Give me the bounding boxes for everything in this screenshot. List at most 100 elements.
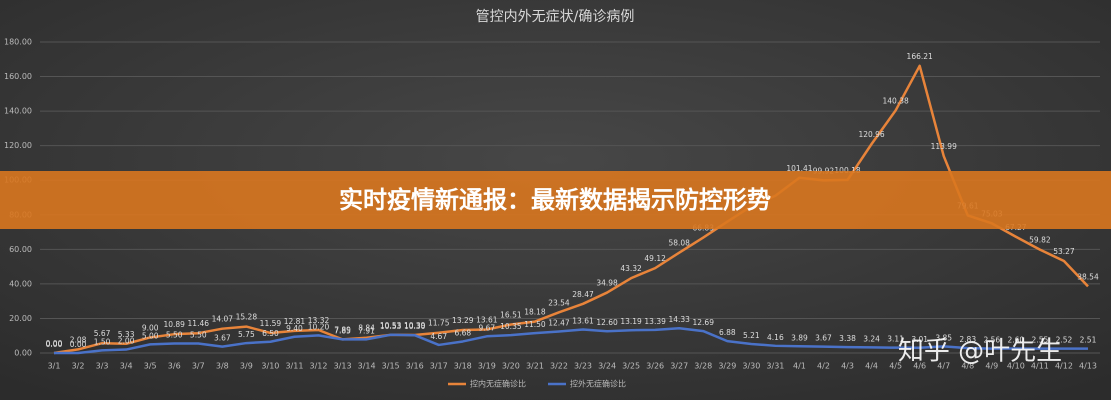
- data-label: 23.54: [548, 298, 570, 307]
- x-tick-label: 4/2: [817, 362, 830, 371]
- y-tick-label: 140.00: [4, 107, 32, 116]
- x-tick-label: 3/31: [766, 362, 784, 371]
- data-label: 3.38: [839, 334, 856, 343]
- x-tick-label: 3/11: [285, 362, 303, 371]
- data-label: 7.85: [334, 326, 351, 335]
- x-tick-label: 4/3: [841, 362, 854, 371]
- x-tick-label: 3/8: [216, 362, 229, 371]
- x-tick-label: 3/14: [358, 362, 376, 371]
- x-tick-label: 3/25: [622, 362, 640, 371]
- x-tick-label: 3/12: [310, 362, 328, 371]
- x-tick-label: 3/30: [742, 362, 760, 371]
- data-label: 2.60: [1008, 336, 1025, 345]
- data-label: 4.67: [430, 332, 447, 341]
- data-label: 13.39: [644, 317, 666, 326]
- data-label: 0.00: [46, 339, 63, 348]
- data-label: 53.27: [1053, 247, 1075, 256]
- data-label: 166.21: [907, 52, 933, 61]
- data-label: 10.35: [500, 322, 522, 331]
- data-label: 10.20: [308, 322, 330, 331]
- data-label: 113.99: [931, 142, 957, 151]
- data-label: 3.85: [935, 333, 952, 342]
- data-label: 11.50: [524, 320, 546, 329]
- x-tick-label: 4/12: [1055, 362, 1073, 371]
- data-label: 3.67: [815, 334, 832, 343]
- data-label: 2.08: [70, 335, 87, 344]
- x-tick-label: 3/20: [502, 362, 520, 371]
- data-label: 99.92: [813, 166, 835, 175]
- x-tick-label: 3/27: [670, 362, 688, 371]
- x-tick-label: 4/11: [1031, 362, 1049, 371]
- data-label: 10.39: [404, 321, 426, 330]
- data-label: 5.00: [142, 331, 159, 340]
- data-label: 18.18: [524, 308, 546, 317]
- x-tick-label: 4/8: [961, 362, 974, 371]
- data-label: 38.54: [1077, 272, 1099, 281]
- x-tick-label: 3/15: [382, 362, 400, 371]
- data-label: 10.89: [163, 320, 185, 329]
- x-tick-label: 4/9: [985, 362, 998, 371]
- data-label: 5.67: [94, 329, 111, 338]
- data-label: 10.53: [380, 322, 402, 331]
- data-label: 9.00: [142, 323, 159, 332]
- data-label: 28.47: [572, 290, 594, 299]
- chart-title: 管控内外无症状/确诊病例: [476, 9, 635, 25]
- data-label: 13.19: [620, 317, 642, 326]
- data-label: 11.59: [260, 319, 282, 328]
- y-tick-label: 120.00: [4, 141, 32, 150]
- data-label: 34.98: [596, 279, 618, 288]
- y-tick-label: 60.00: [9, 245, 32, 254]
- x-tick-label: 3/24: [598, 362, 616, 371]
- x-tick-label: 3/17: [430, 362, 448, 371]
- banner: [0, 171, 1111, 229]
- data-label: 9.40: [286, 324, 303, 333]
- data-label: 101.41: [786, 164, 812, 173]
- data-label: 2.51: [1080, 336, 1097, 345]
- data-label: 5.21: [743, 331, 760, 340]
- data-label: 3.11: [887, 335, 904, 344]
- data-label: 8.84: [358, 324, 375, 333]
- x-tick-label: 3/1: [48, 362, 61, 371]
- legend-label: 控内无症确诊比: [470, 379, 526, 389]
- y-tick-label: 180.00: [4, 38, 32, 47]
- data-label: 13.29: [452, 316, 474, 325]
- data-label: 5.50: [190, 330, 207, 339]
- data-label: 4.16: [767, 333, 784, 342]
- data-label: 5.50: [166, 330, 183, 339]
- data-label: 5.75: [238, 330, 255, 339]
- data-label: 3.24: [863, 334, 880, 343]
- x-tick-label: 3/23: [574, 362, 592, 371]
- x-tick-label: 4/5: [889, 362, 902, 371]
- data-label: 12.81: [284, 317, 306, 326]
- x-tick-label: 4/7: [937, 362, 950, 371]
- x-tick-label: 3/22: [550, 362, 568, 371]
- data-label: 2.55: [1032, 336, 1049, 345]
- data-label: 120.96: [858, 130, 884, 139]
- data-label: 49.12: [644, 254, 666, 263]
- data-label: 12.60: [596, 318, 618, 327]
- series-line: [53, 64, 1089, 355]
- data-label: 58.08: [668, 239, 690, 248]
- data-label: 11.75: [428, 319, 450, 328]
- x-tick-label: 3/13: [334, 362, 352, 371]
- y-tick-label: 40.00: [9, 279, 32, 288]
- x-tick-label: 3/3: [96, 362, 109, 371]
- data-label: 12.47: [548, 318, 570, 327]
- data-label: 5.33: [118, 330, 135, 339]
- series-line: [54, 326, 1089, 355]
- data-label: 140.38: [883, 96, 909, 105]
- x-tick-label: 4/13: [1079, 362, 1097, 371]
- x-tick-label: 4/1: [793, 362, 806, 371]
- x-tick-label: 4/4: [865, 362, 878, 371]
- data-label: 1.50: [94, 337, 111, 346]
- x-tick-label: 3/6: [168, 362, 181, 371]
- data-label: 43.32: [620, 264, 642, 273]
- data-label: 2.00: [118, 337, 135, 346]
- data-label: 7.91: [358, 326, 375, 335]
- data-label: 2.56: [983, 336, 1000, 345]
- data-label: 6.88: [719, 328, 736, 337]
- data-label: 100.18: [834, 166, 860, 175]
- x-tick-label: 3/9: [240, 362, 253, 371]
- banner-title: 实时疫情新通报：最新数据揭示防控形势: [339, 186, 771, 214]
